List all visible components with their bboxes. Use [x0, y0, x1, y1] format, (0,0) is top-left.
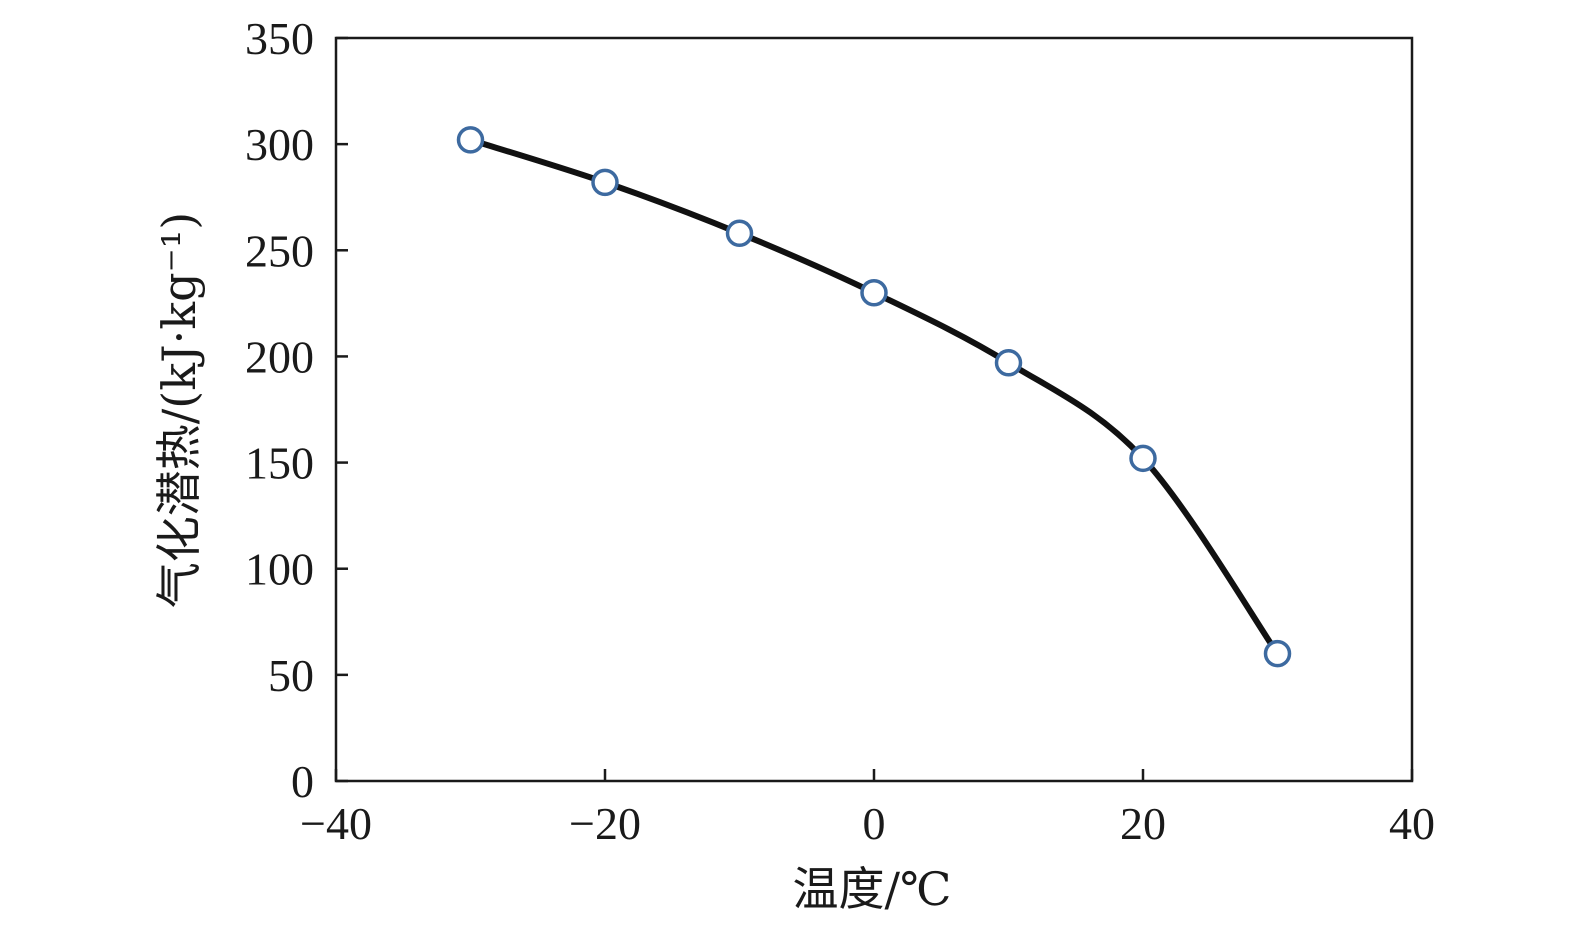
- y-tick-label: 300: [245, 119, 314, 170]
- y-tick-label: 350: [245, 13, 314, 64]
- x-axis: −40 −20 0 20 40: [300, 769, 1435, 849]
- y-axis: 0 50 100 150 200 250 300 350: [245, 13, 348, 807]
- x-tick-label: 0: [863, 798, 886, 849]
- data-point: [1129, 444, 1157, 473]
- y-axis-title: 气化潜热/(kJ·kg⁻¹): [152, 212, 206, 608]
- y-tick-label: 50: [268, 650, 314, 701]
- y-tick-label: 100: [245, 544, 314, 595]
- data-point: [456, 126, 485, 154]
- x-tick-label: −40: [300, 798, 372, 849]
- y-tick-label: 200: [245, 331, 314, 382]
- data-point: [994, 349, 1023, 377]
- series-markers: [456, 126, 1292, 668]
- y-tick-label: 0: [291, 756, 314, 807]
- x-tick-label: −20: [569, 798, 641, 849]
- x-tick-label: 20: [1120, 798, 1166, 849]
- data-point: [1263, 639, 1292, 668]
- x-tick-label: 40: [1389, 798, 1435, 849]
- x-axis-title: 温度/℃: [793, 862, 952, 916]
- data-point: [725, 219, 754, 248]
- series-line: [467, 136, 1281, 657]
- y-tick-label: 250: [245, 225, 314, 276]
- data-point: [591, 168, 619, 197]
- data-point: [860, 278, 888, 307]
- y-tick-label: 150: [245, 438, 314, 489]
